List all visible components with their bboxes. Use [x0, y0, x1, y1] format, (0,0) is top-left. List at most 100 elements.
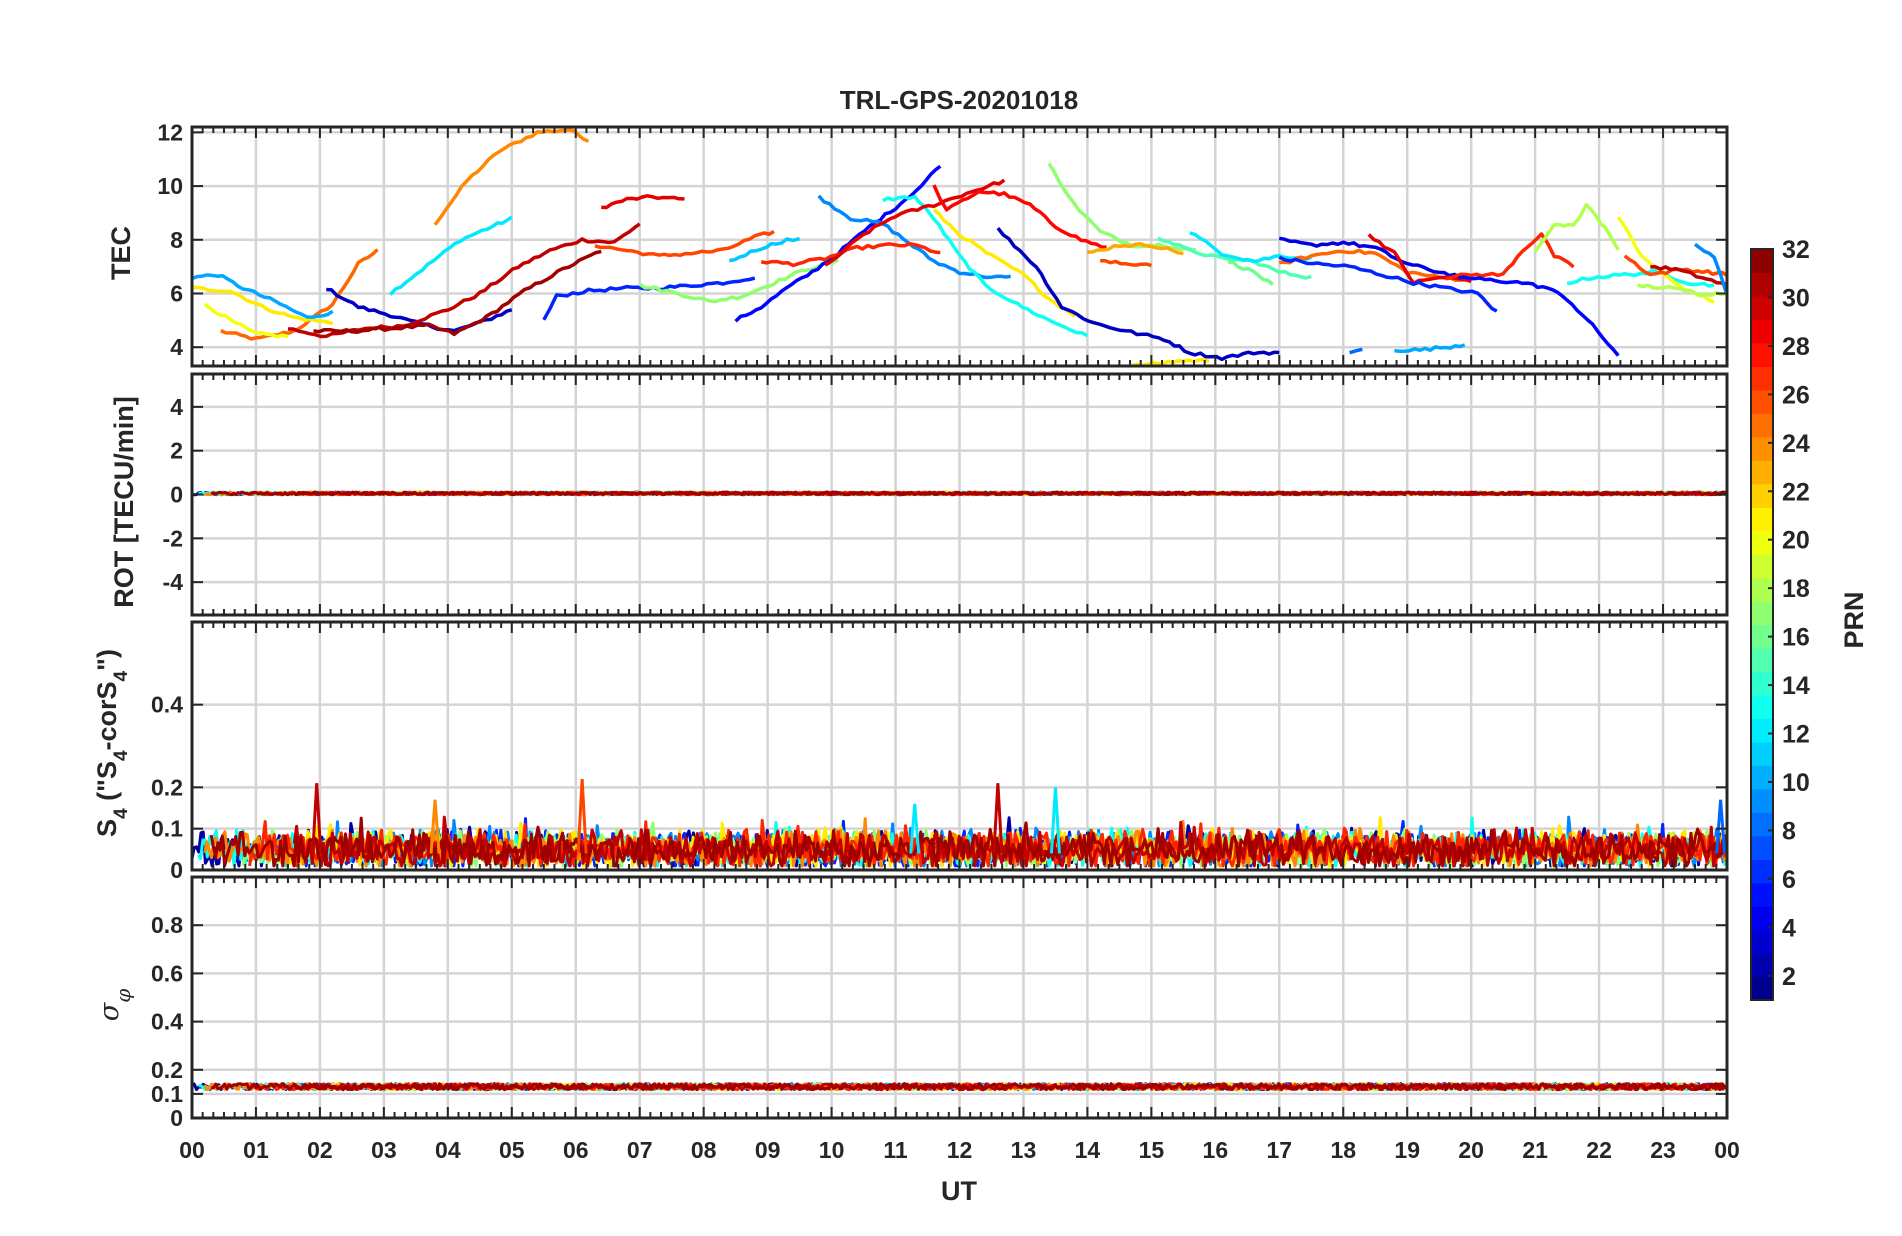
colorbar-segment — [1751, 601, 1773, 626]
panel-sigma_phi-ticks — [191, 877, 1728, 1119]
s4-trace-prn-31 — [209, 816, 1727, 868]
x-tick-label: 12 — [947, 1137, 973, 1163]
x-tick-label: 14 — [1075, 1137, 1101, 1163]
x-tick-label: 20 — [1458, 1137, 1484, 1163]
colorbar-tick-label: 6 — [1782, 866, 1796, 894]
s4-spike — [311, 783, 323, 854]
colorbar-tick-label: 4 — [1782, 914, 1796, 942]
s4-spike — [576, 778, 588, 854]
tec-y-tick-label: 10 — [157, 173, 183, 199]
rot-y-tick-label: 0 — [170, 482, 183, 508]
colorbar-segment — [1751, 460, 1773, 485]
panel-sigma_phi-data — [192, 1082, 1727, 1092]
x-tick-label: 09 — [755, 1137, 781, 1163]
tec-series-prn-10 — [1394, 343, 1466, 353]
tec-series-prn-30 — [1650, 265, 1727, 287]
colorbar-segment — [1751, 694, 1773, 719]
colorbar-segment — [1751, 436, 1773, 461]
colorbar-segment — [1751, 319, 1773, 344]
tec-series-prn-25 — [220, 248, 379, 341]
sigma_phi-y-tick-label: 0.8 — [151, 912, 183, 938]
tec-series-prn-18 — [1533, 202, 1620, 253]
tec-series-prn-12 — [1189, 231, 1312, 264]
tec-series-prn-20 — [203, 302, 289, 339]
tec-series-prn-28 — [932, 184, 1107, 249]
colorbar-segment — [1751, 671, 1773, 696]
x-tick-label: 08 — [691, 1137, 717, 1163]
panel-s4: 0.4 0.2 0.1 0 — [151, 620, 1729, 883]
x-tick-label: 04 — [435, 1137, 461, 1163]
tec-series-prn-18 — [1636, 283, 1727, 297]
tec-y-tick-label: 6 — [170, 280, 183, 306]
rot-y-tick-label: 2 — [170, 438, 183, 464]
x-tick-labels: 00 01 02 03 04 05 06 07 08 09 10 11 12 13 14 15 16 17 18 19… — [179, 1137, 1740, 1163]
colorbar-segment — [1751, 812, 1773, 837]
colorbar-tick-label: 10 — [1782, 769, 1810, 797]
s4-spike — [1715, 799, 1727, 854]
tec-series-prn-12 — [389, 215, 513, 296]
panel-s4-data — [192, 778, 1727, 868]
x-tick-label: 10 — [819, 1137, 845, 1163]
s4-spike — [1049, 787, 1061, 854]
colorbar-segment — [1751, 507, 1773, 532]
colorbar-segment — [1751, 882, 1773, 907]
colorbar-segment — [1751, 249, 1773, 274]
sigma_phi-y-tick-label: 0.4 — [151, 1009, 183, 1035]
tec-series-prn-13 — [1566, 268, 1715, 288]
tec-series-prn-26 — [594, 229, 775, 258]
colorbar-segment — [1751, 483, 1773, 508]
colorbar-tick-label: 24 — [1782, 430, 1810, 458]
s4-y-tick-label: 0.1 — [151, 816, 183, 842]
tec-series-prn-5 — [1458, 275, 1620, 357]
x-tick-label: 21 — [1522, 1137, 1548, 1163]
tec-series-prn-17 — [1047, 162, 1197, 252]
s4-y-tick-label: 0.4 — [151, 692, 183, 718]
colorbar-segment — [1751, 295, 1773, 321]
s4-spike — [909, 803, 921, 854]
tec-series-prn-26 — [1100, 258, 1152, 268]
colorbar-segment — [1751, 788, 1773, 813]
colorbar-segment — [1751, 906, 1773, 931]
tec-y-tick-label: 12 — [157, 119, 183, 145]
tec-series-prn-8 — [1349, 347, 1363, 355]
rot-y-tick-label: -4 — [163, 569, 184, 595]
x-tick-label: 11 — [883, 1137, 908, 1163]
panel-tec-ticks — [191, 127, 1728, 366]
s4-trace-prn-27 — [248, 818, 1727, 868]
colorbar-segment — [1751, 929, 1773, 954]
s4-y-tick-label: 0 — [170, 857, 183, 883]
colorbar-segment — [1751, 413, 1773, 438]
colorbar-segment — [1751, 530, 1773, 555]
colorbar-tick-label: 8 — [1782, 817, 1796, 845]
colorbar-tick-label: 22 — [1782, 478, 1810, 506]
x-tick-label: 17 — [1266, 1137, 1292, 1163]
x-tick-label: 05 — [499, 1137, 525, 1163]
tec-axis-label: TEC — [106, 226, 136, 280]
colorbar-tick-label: 30 — [1782, 284, 1810, 312]
s4-spike — [429, 799, 441, 854]
sigma_phi-y-tick-label: 0.1 — [151, 1081, 183, 1107]
tec-series-prn-21 — [932, 208, 1076, 318]
colorbar-tick-label: 20 — [1782, 527, 1810, 555]
colorbar-tick-label: 26 — [1782, 381, 1810, 409]
x-tick-label: 22 — [1586, 1137, 1612, 1163]
x-tick-label: 18 — [1330, 1137, 1356, 1163]
x-tick-label: 02 — [307, 1137, 333, 1163]
tec-series-prn-23 — [1087, 242, 1184, 256]
tec-series-prn-16 — [1228, 260, 1275, 286]
tec-series-prn-4 — [1279, 236, 1466, 279]
tec-series-prn-3 — [996, 227, 1280, 362]
colorbar-tick-label: 12 — [1782, 721, 1810, 749]
tec-series-prn-27 — [760, 241, 941, 268]
colorbar-segment — [1751, 859, 1773, 884]
x-axis-label: UT — [941, 1176, 977, 1206]
colorbar-segment — [1751, 835, 1773, 860]
colorbar-tick-label: 32 — [1782, 236, 1810, 264]
rot-y-tick-label: -2 — [163, 525, 183, 551]
tec-y-tick-label: 8 — [170, 227, 183, 253]
colorbar-segment — [1751, 953, 1773, 978]
x-tick-label: 19 — [1394, 1137, 1420, 1163]
panel-s4-grid — [190, 622, 1729, 872]
colorbar-segment — [1751, 741, 1773, 766]
